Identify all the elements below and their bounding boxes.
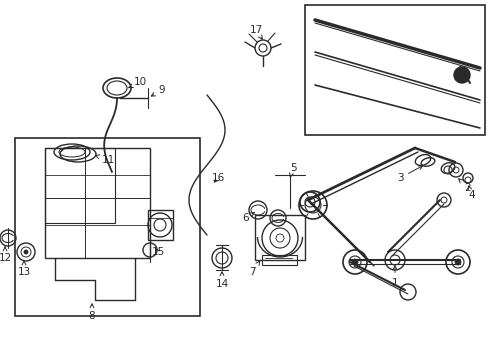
Text: 10: 10 [128, 77, 147, 88]
Text: 13: 13 [17, 261, 31, 277]
Circle shape [455, 259, 461, 265]
Bar [305, 5, 485, 135]
Text: 4: 4 [468, 186, 475, 200]
Text: 9: 9 [151, 85, 165, 96]
Text: 2: 2 [459, 179, 471, 193]
Text: 12: 12 [0, 247, 12, 263]
Text: 3: 3 [397, 166, 422, 183]
Text: 5: 5 [290, 163, 296, 177]
Text: 8: 8 [89, 304, 96, 321]
Text: 17: 17 [249, 25, 263, 39]
Text: 16: 16 [211, 173, 224, 183]
Bar [262, 255, 297, 265]
Bar [45, 148, 150, 258]
Bar [45, 148, 115, 223]
Text: 11: 11 [96, 155, 115, 165]
Text: 14: 14 [216, 272, 229, 289]
Bar [15, 138, 200, 316]
Text: 15: 15 [151, 247, 165, 257]
Bar [148, 210, 173, 240]
Text: 6: 6 [243, 212, 254, 223]
Circle shape [352, 259, 358, 265]
Bar [255, 215, 305, 260]
Text: 1: 1 [392, 266, 398, 288]
Circle shape [458, 71, 466, 79]
Circle shape [24, 250, 28, 254]
Text: 7: 7 [249, 261, 260, 277]
Circle shape [454, 67, 470, 83]
